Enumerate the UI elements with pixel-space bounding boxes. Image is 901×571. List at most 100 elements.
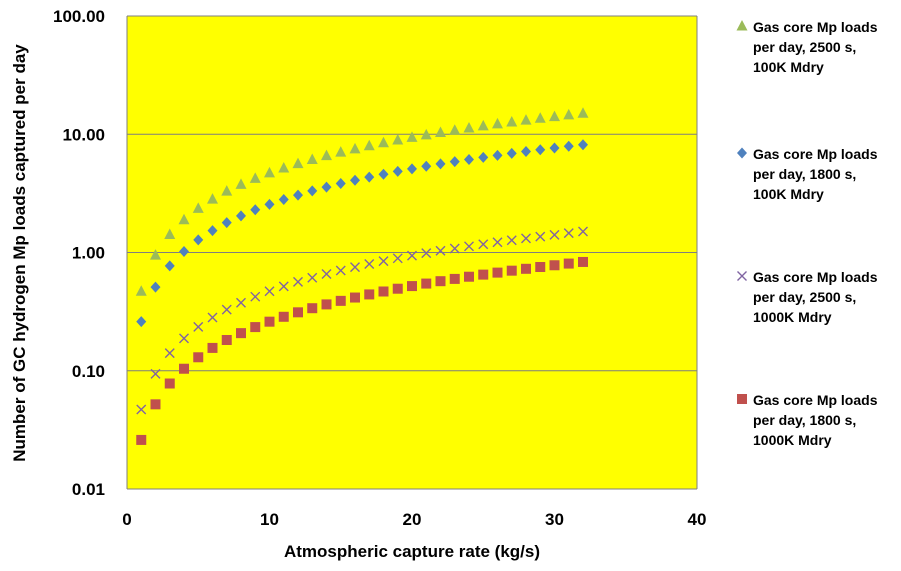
data-point [478, 269, 489, 280]
data-point [421, 278, 432, 289]
y-tick-label: 1.00 [72, 244, 105, 263]
data-point [407, 163, 417, 175]
data-point [378, 256, 389, 267]
legend-marker [737, 271, 747, 281]
legend-label: per day, 2500 s, [753, 289, 856, 305]
data-point [378, 136, 389, 148]
legend-entry: Gas core Mp loads per day, 1800 s, 1000K M… [737, 392, 878, 448]
data-point [321, 149, 332, 161]
legend-label: 1000K Mdry [753, 432, 832, 448]
data-point [335, 265, 346, 276]
data-point [363, 139, 375, 151]
data-point [521, 146, 531, 158]
data-point [321, 269, 332, 279]
data-point [549, 142, 560, 154]
data-point [421, 248, 432, 259]
x-tick-label: 0 [122, 510, 131, 529]
x-tick-label: 30 [545, 510, 564, 529]
data-point [250, 291, 261, 302]
data-point [378, 286, 389, 297]
data-point [521, 233, 531, 244]
data-point [179, 363, 189, 374]
data-point [236, 328, 246, 339]
data-point [350, 262, 360, 273]
data-point [420, 128, 432, 140]
data-point [435, 158, 446, 170]
data-point [506, 265, 517, 276]
data-point [135, 285, 147, 296]
data-point [307, 272, 318, 283]
x-axis-title: Atmospheric capture rate (kg/s) [284, 542, 540, 561]
legend-marker [736, 20, 748, 31]
data-point [449, 273, 460, 284]
data-point [407, 281, 417, 292]
data-point [179, 333, 189, 344]
data-point [563, 258, 574, 269]
data-point [150, 399, 161, 410]
axes [126, 16, 698, 490]
data-point [478, 151, 489, 163]
x-tick-label: 40 [688, 510, 707, 529]
legend-label: Gas core Mp loads [753, 146, 878, 162]
data-point [293, 189, 303, 201]
data-point [392, 253, 403, 264]
x-tick-label: 10 [260, 510, 279, 529]
data-point [563, 140, 574, 152]
legend-label: Gas core Mp loads [753, 19, 878, 35]
legend-label: 1000K Mdry [753, 309, 832, 325]
data-point [349, 142, 361, 154]
series-2 [136, 139, 588, 328]
data-point [306, 153, 318, 164]
data-point [207, 193, 218, 204]
data-point [520, 114, 532, 125]
data-point [478, 239, 489, 250]
data-point [350, 174, 360, 186]
legend-label: Gas core Mp loads [753, 269, 878, 285]
data-point [278, 193, 289, 205]
data-point [179, 245, 189, 257]
tick-labels: 0.01 0.10 1.00 10.00 100.00 0 10 20 30 40 [53, 7, 706, 529]
data-point [264, 286, 275, 297]
data-point [207, 342, 218, 353]
data-point [563, 108, 575, 120]
data-point [549, 110, 560, 122]
data-point [435, 276, 446, 287]
data-point [406, 131, 418, 142]
data-point [264, 198, 275, 210]
data-point [250, 204, 261, 216]
data-point [578, 139, 588, 151]
data-point [421, 160, 432, 172]
data-point [193, 234, 204, 246]
data-point [407, 250, 417, 261]
series-3 [136, 226, 588, 415]
legend-marker [737, 394, 747, 404]
legend-entry: Gas core Mp loads per day, 2500 s, 1000K M… [737, 269, 878, 325]
data-point [364, 259, 375, 270]
data-point [136, 316, 147, 328]
data-point [477, 119, 489, 131]
data-point [221, 185, 233, 196]
y-axis-title: Number of GC hydrogen Mp loads captured … [10, 44, 29, 462]
data-point [221, 217, 232, 229]
data-point [464, 153, 474, 165]
data-point [492, 117, 503, 129]
data-point [307, 185, 318, 197]
data-point [506, 147, 517, 159]
data-point [235, 178, 247, 189]
data-point [164, 348, 175, 359]
data-point [563, 228, 574, 239]
legend-label: 100K Mdry [753, 59, 824, 75]
data-point [178, 213, 190, 225]
data-point [534, 112, 546, 123]
data-point [192, 202, 204, 213]
data-point [164, 260, 175, 272]
data-point [136, 404, 147, 415]
data-point [364, 289, 375, 300]
legend-marker [737, 147, 747, 159]
data-point [463, 122, 475, 133]
data-point [392, 165, 403, 177]
data-point [378, 168, 389, 180]
data-point [335, 178, 346, 190]
data-point [577, 107, 589, 118]
data-point [335, 295, 346, 306]
